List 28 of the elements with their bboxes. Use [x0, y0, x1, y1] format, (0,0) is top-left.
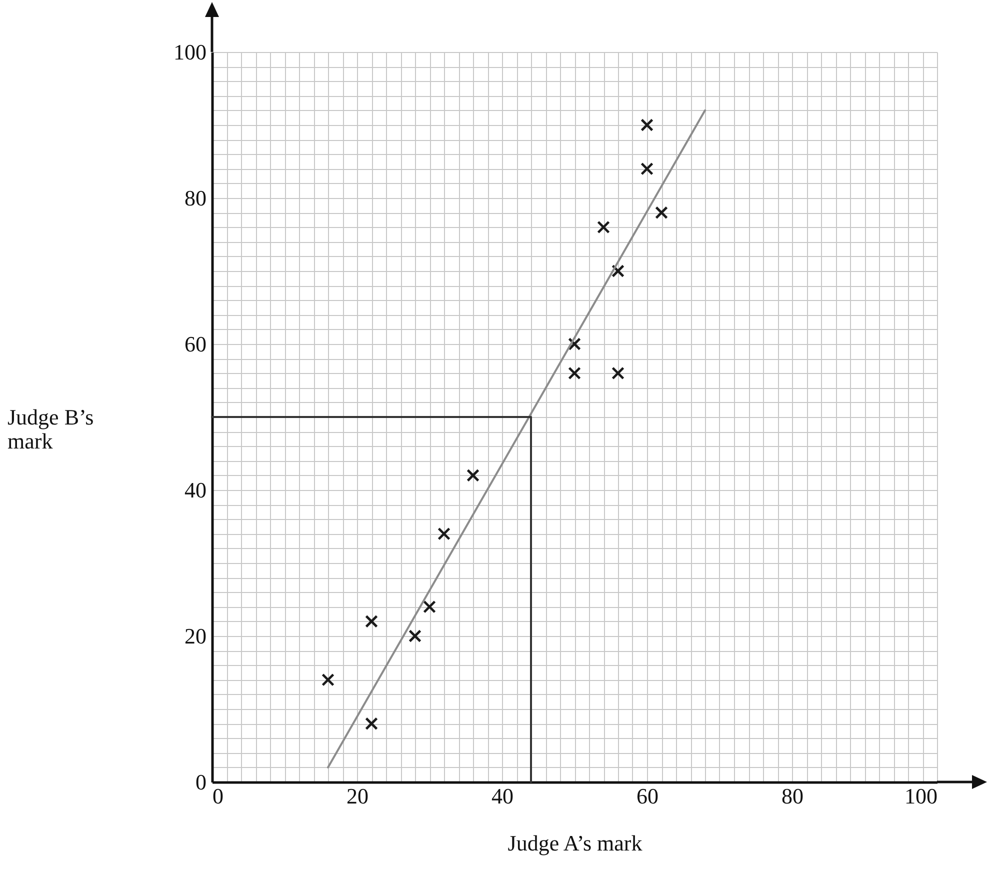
point [655, 206, 668, 220]
point [322, 673, 334, 686]
y-tick-label: 40 [184, 478, 206, 502]
point [408, 630, 422, 642]
point [640, 118, 654, 132]
x-tick-label: 20 [346, 784, 368, 808]
x-axis-title: Judge A’s mark [508, 830, 642, 856]
x-tick-label: 40 [492, 784, 514, 808]
point [612, 264, 624, 278]
y-tick-label: 100 [174, 40, 206, 64]
y-tick-label: 20 [184, 624, 206, 648]
point [365, 717, 378, 730]
x-tick-label: 100 [904, 784, 938, 808]
point [438, 527, 450, 540]
x-tick-label: 80 [782, 784, 804, 808]
x-tick-label: 60 [636, 784, 658, 808]
point [597, 220, 610, 234]
point [568, 338, 581, 350]
y-tick-label: 60 [184, 332, 206, 356]
point [423, 600, 436, 614]
x-tick-label: 0 [212, 784, 224, 808]
point [612, 366, 624, 380]
y-tick-label: 80 [184, 186, 206, 210]
point [365, 614, 378, 628]
point [466, 468, 480, 482]
y-axis-title: Judge B’s mark [8, 404, 94, 454]
point [640, 162, 654, 176]
point [568, 366, 581, 380]
